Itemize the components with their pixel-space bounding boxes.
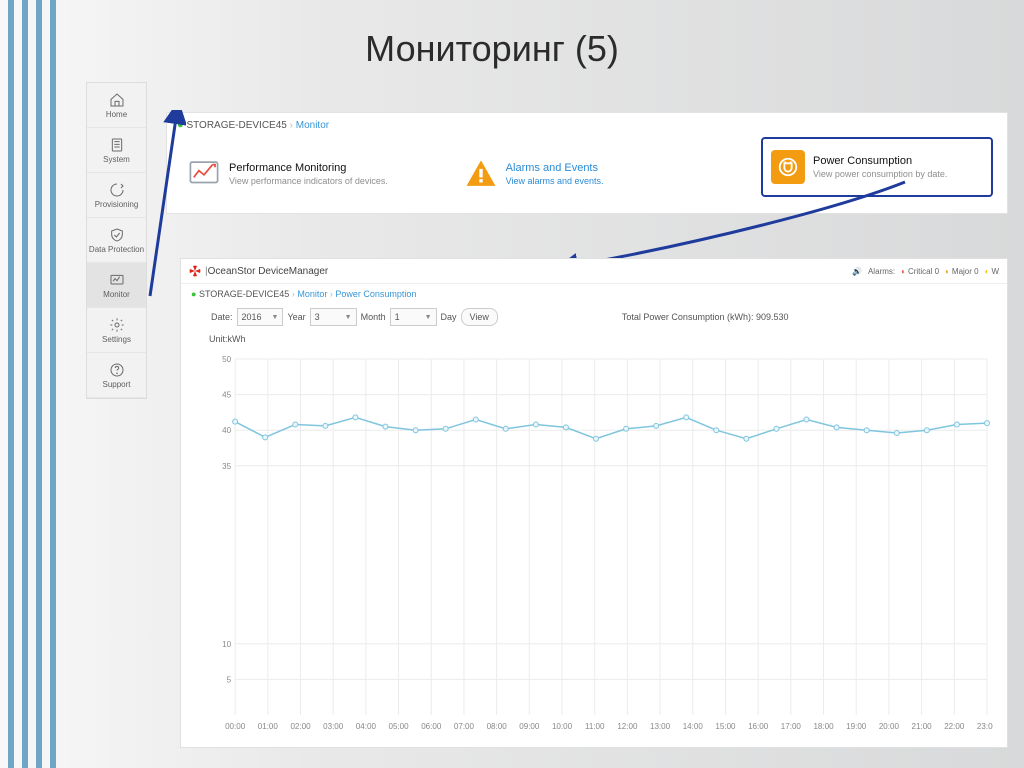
svg-text:23:00: 23:00	[977, 722, 993, 731]
sidebar-item-provisioning[interactable]: Provisioning	[87, 173, 146, 218]
card-power-highlight[interactable]: Power Consumption View power consumption…	[761, 137, 993, 197]
svg-text:22:00: 22:00	[944, 722, 965, 731]
unit-label: Unit:kWh	[181, 334, 1007, 344]
svg-text:13:00: 13:00	[650, 722, 671, 731]
sidebar-item-data-protection[interactable]: Data Protection	[87, 218, 146, 263]
shield-icon	[109, 227, 125, 243]
svg-text:08:00: 08:00	[487, 722, 508, 731]
slide-title: Мониторинг (5)	[0, 28, 984, 70]
svg-text:00:00: 00:00	[225, 722, 246, 731]
product-name: OceanStor DeviceManager	[208, 266, 329, 277]
svg-text:07:00: 07:00	[454, 722, 475, 731]
provisioning-icon	[109, 182, 125, 198]
svg-text:45: 45	[222, 391, 231, 400]
day-select[interactable]: 1▼	[390, 308, 437, 326]
sidebar-item-home[interactable]: Home	[87, 83, 146, 128]
sidebar-label: Home	[106, 110, 127, 119]
sidebar-label: Provisioning	[95, 200, 139, 209]
svg-text:19:00: 19:00	[846, 722, 867, 731]
month-select[interactable]: 3▼	[310, 308, 357, 326]
sidebar-item-system[interactable]: System	[87, 128, 146, 173]
date-controls: Date: 2016▼ Year 3▼ Month 1▼ Day View To…	[181, 304, 1007, 330]
svg-text:11:00: 11:00	[585, 722, 605, 731]
svg-text:50: 50	[222, 355, 231, 364]
sidebar-label: System	[103, 155, 130, 164]
card-title: Power Consumption	[813, 155, 947, 167]
card-title: Alarms and Events	[506, 162, 604, 174]
svg-text:06:00: 06:00	[421, 722, 442, 731]
power-chart: 5 10 35 40 45 50 00:00 01:00 02:00 03:00 04:00 05:0…	[209, 355, 993, 735]
home-icon	[109, 92, 125, 108]
sidebar: Home System Provisioning Data Protection…	[86, 82, 147, 399]
svg-text:35: 35	[222, 462, 231, 471]
breadcrumb: ● STORAGE-DEVICE45 › Monitor	[177, 119, 329, 131]
system-icon	[109, 137, 125, 153]
svg-text:15:00: 15:00	[715, 722, 736, 731]
svg-text:40: 40	[222, 426, 231, 435]
breadcrumb-device: STORAGE-DEVICE45	[199, 289, 289, 299]
svg-text:16:00: 16:00	[748, 722, 769, 731]
breadcrumb-device: STORAGE-DEVICE45	[186, 120, 286, 131]
view-button[interactable]: View	[461, 308, 498, 326]
svg-text:01:00: 01:00	[258, 722, 279, 731]
svg-text:10: 10	[222, 640, 231, 649]
monitor-panel: ● STORAGE-DEVICE45 › Monitor Performance…	[166, 112, 1008, 214]
breadcrumb-detail: ● STORAGE-DEVICE45 › Monitor › Power Con…	[181, 284, 1007, 304]
date-label: Date:	[211, 312, 233, 322]
alarms-summary: 🔊Alarms: ◐Critical 0 ◐Major 0 ◐W	[852, 267, 999, 276]
sidebar-label: Monitor	[103, 290, 130, 299]
card-sub: View performance indicators of devices.	[229, 176, 388, 186]
power-icon	[771, 150, 805, 184]
svg-text:10:00: 10:00	[552, 722, 573, 731]
svg-text:02:00: 02:00	[290, 722, 311, 731]
svg-text:04:00: 04:00	[356, 722, 377, 731]
svg-text:5: 5	[227, 675, 232, 684]
performance-icon	[187, 157, 221, 191]
monitor-icon	[109, 272, 125, 288]
device-manager-window: | OceanStor DeviceManager 🔊Alarms: ◐Crit…	[180, 258, 1008, 748]
breadcrumb-l1[interactable]: Monitor	[297, 289, 327, 299]
breadcrumb-l2[interactable]: Power Consumption	[335, 289, 416, 299]
decorative-stripes	[0, 0, 64, 768]
sidebar-label: Support	[102, 380, 130, 389]
alert-icon	[464, 157, 498, 191]
svg-text:03:00: 03:00	[323, 722, 344, 731]
svg-text:09:00: 09:00	[519, 722, 540, 731]
sidebar-label: Settings	[102, 335, 131, 344]
year-select[interactable]: 2016▼	[237, 308, 284, 326]
card-sub: View alarms and events.	[506, 176, 604, 186]
svg-text:05:00: 05:00	[389, 722, 410, 731]
sidebar-item-settings[interactable]: Settings	[87, 308, 146, 353]
window-header: | OceanStor DeviceManager 🔊Alarms: ◐Crit…	[181, 259, 1007, 284]
gear-icon	[109, 317, 125, 333]
help-icon	[109, 362, 125, 378]
svg-text:14:00: 14:00	[683, 722, 704, 731]
sidebar-item-monitor[interactable]: Monitor	[87, 263, 146, 308]
card-title: Performance Monitoring	[229, 162, 388, 174]
svg-text:18:00: 18:00	[813, 722, 834, 731]
svg-text:12:00: 12:00	[617, 722, 638, 731]
svg-text:17:00: 17:00	[781, 722, 802, 731]
sidebar-item-support[interactable]: Support	[87, 353, 146, 398]
svg-text:20:00: 20:00	[879, 722, 900, 731]
card-alarms[interactable]: Alarms and Events View alarms and events…	[444, 135, 721, 213]
sidebar-label: Data Protection	[89, 245, 144, 254]
card-sub: View power consumption by date.	[813, 169, 947, 179]
card-performance[interactable]: Performance Monitoring View performance …	[167, 135, 444, 213]
huawei-logo-icon	[189, 265, 201, 277]
total-consumption: Total Power Consumption (kWh): 909.530	[622, 312, 789, 322]
svg-text:21:00: 21:00	[912, 722, 933, 731]
breadcrumb-page[interactable]: Monitor	[296, 120, 329, 131]
